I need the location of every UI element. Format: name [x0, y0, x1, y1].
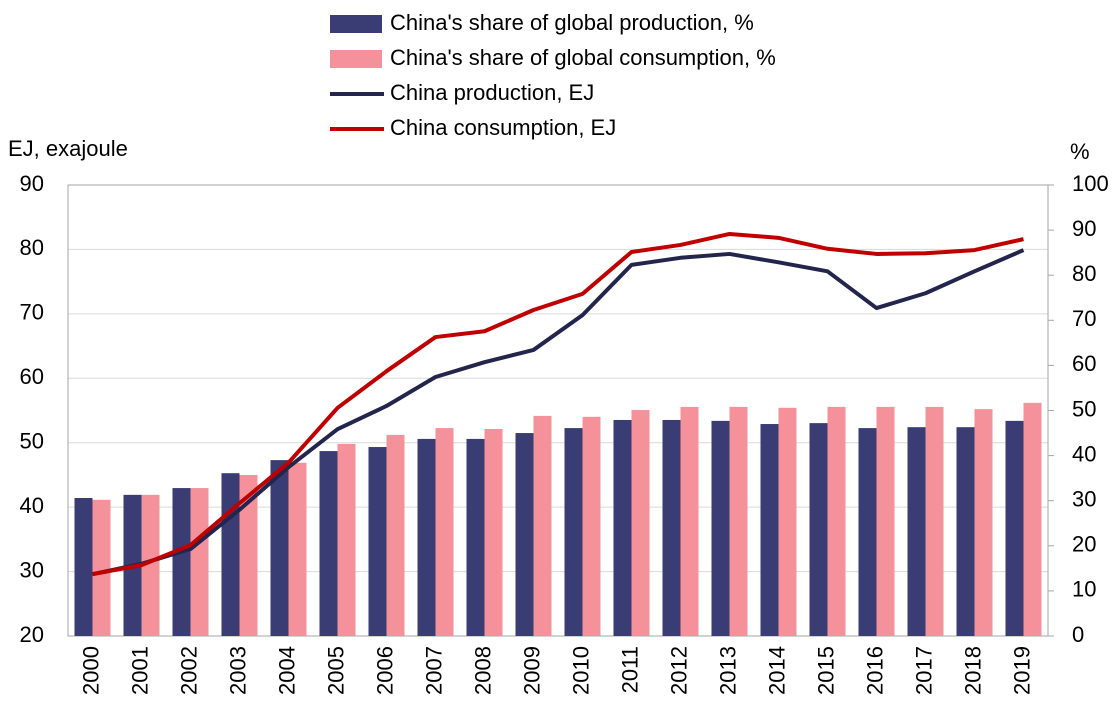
bar	[613, 419, 632, 636]
line	[92, 231, 1024, 577]
legend-label: China consumption, EJ	[390, 115, 616, 140]
x-tick-label: 2017	[911, 646, 936, 695]
y2-tick-label: 40	[1072, 441, 1096, 466]
x-tick-label: 2000	[78, 646, 103, 695]
bar	[92, 499, 111, 636]
x-tick-label: 2004	[274, 646, 299, 695]
x-tick-label: 2019	[1009, 646, 1034, 695]
x-tick-label: 2015	[813, 646, 838, 695]
bar	[270, 460, 289, 636]
bar	[288, 462, 307, 636]
bar	[858, 428, 877, 636]
x-tick-label: 2013	[715, 646, 740, 695]
bar	[778, 407, 797, 636]
bar	[1023, 402, 1042, 636]
legend-label: China's share of global consumption, %	[390, 45, 776, 70]
y-tick-label: 40	[20, 493, 44, 518]
y2-tick-label: 0	[1072, 622, 1084, 647]
bar	[876, 406, 895, 636]
bar	[484, 428, 503, 636]
x-tick-label: 2009	[519, 646, 544, 695]
bar	[956, 427, 975, 636]
bar	[1005, 420, 1024, 636]
line	[92, 248, 1025, 577]
y2-tick-label: 30	[1072, 487, 1096, 512]
bar	[662, 419, 681, 636]
x-tick-label: 2016	[862, 646, 887, 695]
bar	[729, 406, 748, 636]
bar	[925, 406, 944, 636]
x-tick-label: 2014	[764, 646, 789, 695]
y2-tick-label: 90	[1072, 216, 1096, 241]
bar	[319, 451, 338, 636]
bar	[417, 438, 436, 636]
y2-axis-label: %	[1070, 139, 1090, 164]
bar	[172, 488, 191, 636]
x-tick-label: 2008	[470, 646, 495, 695]
bar	[582, 416, 601, 636]
bar	[907, 427, 926, 636]
bar	[337, 443, 356, 636]
y2-tick-label: 10	[1072, 577, 1096, 602]
bar	[680, 406, 699, 636]
bar	[386, 434, 405, 636]
bar	[564, 428, 583, 636]
x-tick-label: 2012	[666, 646, 691, 695]
bar	[435, 428, 454, 636]
bar	[74, 497, 93, 636]
x-tick-label: 2005	[323, 646, 348, 695]
x-tick-label: 2006	[372, 646, 397, 695]
legend-label: China production, EJ	[390, 80, 594, 105]
bar	[533, 415, 552, 636]
x-tick-label: 2011	[617, 646, 642, 693]
y-tick-label: 90	[20, 171, 44, 196]
bar	[190, 488, 209, 636]
y2-tick-label: 100	[1072, 171, 1109, 196]
bar	[141, 494, 160, 636]
y2-tick-label: 50	[1072, 396, 1096, 421]
bar	[631, 410, 650, 636]
x-tick-label: 2003	[225, 646, 250, 695]
y2-tick-label: 80	[1072, 261, 1096, 286]
y2-tick-label: 20	[1072, 532, 1096, 557]
bar	[974, 409, 993, 636]
y-tick-label: 50	[20, 429, 44, 454]
bar	[711, 420, 730, 636]
y-axis-label: EJ, exajoule	[8, 136, 128, 161]
y2-tick-label: 60	[1072, 351, 1096, 376]
x-tick-label: 2010	[568, 646, 593, 695]
y-tick-label: 70	[20, 300, 44, 325]
bar	[368, 447, 387, 636]
bar	[466, 438, 485, 636]
y-tick-label: 60	[20, 364, 44, 389]
legend-label: China's share of global production, %	[390, 10, 754, 35]
bar	[221, 473, 240, 636]
x-tick-label: 2001	[127, 646, 152, 695]
x-tick-label: 2018	[960, 646, 985, 695]
plot-border	[67, 184, 1049, 637]
y-tick-label: 80	[20, 235, 44, 260]
legend-swatch	[330, 50, 382, 68]
y-tick-label: 20	[20, 622, 44, 647]
bar	[239, 474, 258, 636]
y2-tick-label: 70	[1072, 306, 1096, 331]
bar	[760, 424, 779, 636]
bar	[827, 406, 846, 636]
x-tick-label: 2002	[176, 646, 201, 695]
bar	[515, 433, 534, 636]
y-tick-label: 30	[20, 557, 44, 582]
legend-swatch	[330, 15, 382, 33]
bar	[809, 423, 828, 636]
x-tick-label: 2007	[421, 646, 446, 695]
